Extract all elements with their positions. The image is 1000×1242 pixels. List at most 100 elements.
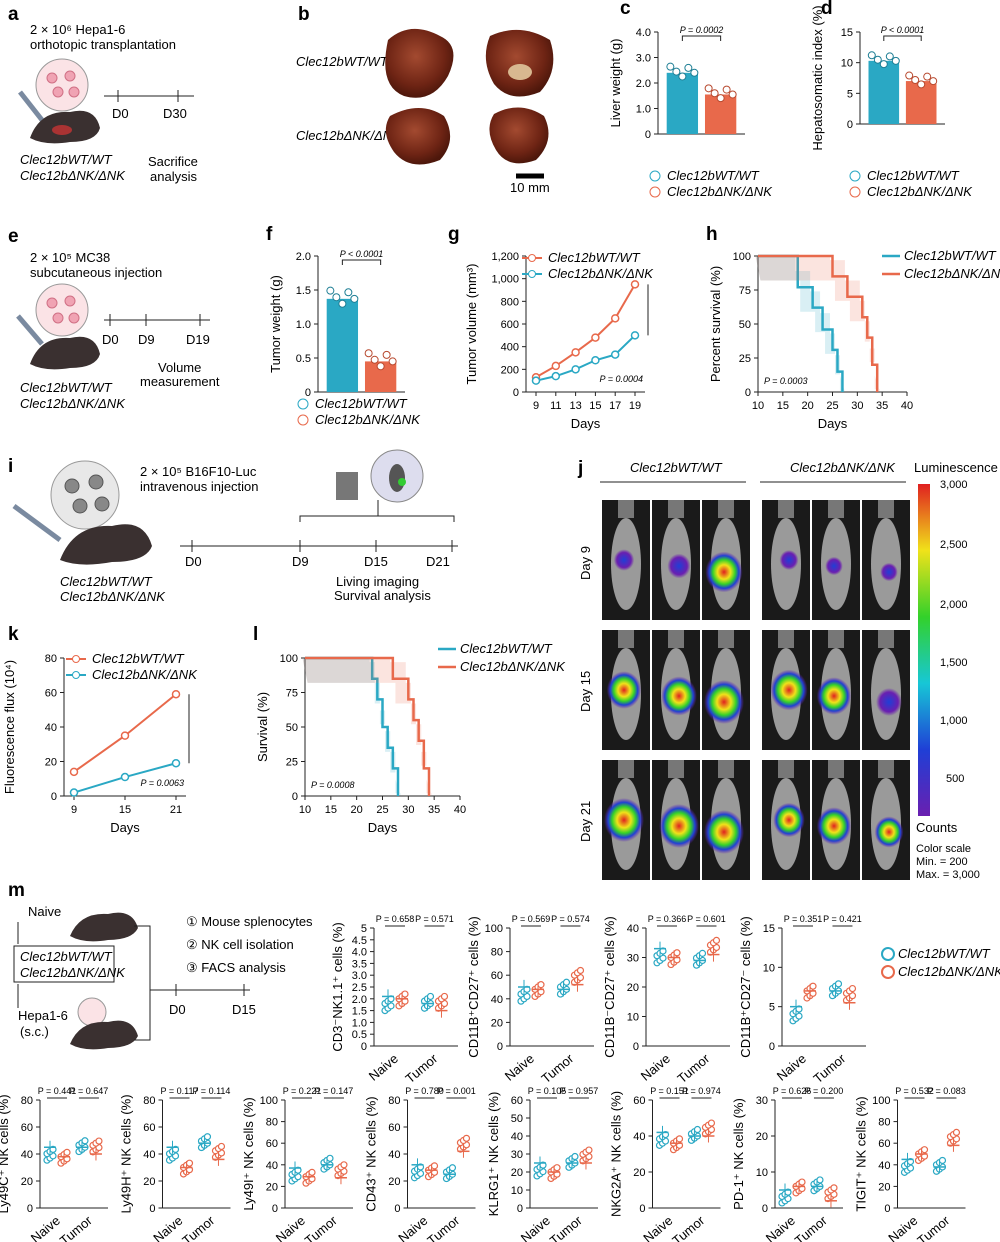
group-label: Naive [366,1051,401,1084]
y-tick-label: 0 [884,1203,890,1215]
luminescence-spot [770,669,808,711]
m-legend-marker-wt [881,947,895,961]
panel-label-h: h [706,224,718,245]
x-tick-label: 35 [428,804,440,816]
data-point [952,1128,961,1137]
data-point [553,1164,561,1172]
luminescence-spot [604,798,644,842]
cell-dish-icon [50,460,120,530]
mouse-image [652,630,700,750]
mouse-image [602,630,650,750]
y-tick-label: 10 [763,962,775,974]
i-d15: D15 [364,554,388,569]
p-value: P = 0.151 [650,1086,689,1096]
p-value: P = 0.974 [682,1086,721,1096]
data-point [401,990,409,998]
luminescence-spot [704,810,744,854]
y-tick-label: 60 [21,1122,33,1134]
y-tick-label: 1.5 [296,285,311,297]
series-point [120,772,130,782]
m-group-wt: Clec12bWT/WT [20,949,113,964]
y-tick-label: 0 [847,119,853,131]
series-point [591,356,600,365]
y-tick-label: 20 [45,757,57,769]
y-tick-label: 3.0 [352,970,367,982]
y-tick-label: 0.5 [352,1029,367,1041]
data-point [716,94,725,103]
y-axis-label: TIGIT⁺ NK cells (%) [854,1096,869,1211]
x-tick-label: 9 [71,804,77,816]
data-point [675,1135,684,1143]
y-tick-label: 10 [627,1012,639,1024]
legend-label: Clec12bΔNK/ΔNK [548,266,654,281]
y-tick-label: 0 [769,1041,775,1053]
group-label: Tumor [424,1212,463,1242]
y-tick-label: 0 [762,1203,768,1215]
y-tick-label: 4.0 [352,947,367,959]
y-tick-label: 4.5 [352,935,367,947]
data-point [217,1142,226,1151]
x-axis-label: Days [368,820,398,835]
p-value: P < 0.0001 [881,25,924,35]
data-point [867,51,876,60]
group-label: Tumor [669,1212,708,1242]
chart-g: g 0 200 400 600 800 1,000 1,200 Tumor volume (mm… [448,224,654,431]
group-label: Tumor [914,1212,953,1242]
m-legend-marker-ko [881,965,895,979]
panel-label-j: j [577,458,583,479]
legend-marker [297,398,309,410]
luminescence-spot [659,804,699,848]
mouse-image [862,630,910,750]
luminescence-colorbar [918,484,930,816]
data-point [440,992,449,1001]
panel-label-b: b [298,4,310,25]
a-group-ko: Clec12bΔNK/ΔNK [20,168,126,183]
data-point [809,982,817,990]
m-tumor-model: Hepa1-6 [18,1008,68,1023]
mouse-image [652,500,700,620]
series-point [551,361,561,371]
p-value: P = 0.569 [512,914,551,924]
y-tick-label: 80 [45,653,57,665]
p-value: P = 0.083 [927,1086,966,1096]
p-value: P = 0.200 [805,1086,844,1096]
mouse-icon [70,912,138,942]
y-axis-label: Survival (%) [255,692,270,762]
mouse-icon [70,1020,138,1050]
group-label: Naive [638,1051,673,1084]
y-axis-label: PD-1⁺ NK cells (%) [731,1098,746,1210]
chart-d: d 0 5 10 15 Hepatosomatic index (%) P < 0.0001… [810,0,973,199]
luminescence-spot [779,550,799,570]
group-label: Tumor [810,1050,849,1086]
y-tick-label: 40 [511,1131,523,1143]
y-axis-label: CD11B⁺CD27⁺ cells (%) [466,916,481,1057]
legend-label: Clec12bWT/WT [460,641,553,656]
lum-title: Luminescence [914,460,998,475]
p-value: P = 0.0003 [764,376,807,386]
bar-wt [326,298,359,392]
group-label: Tumor [57,1212,96,1242]
y-axis-label: CD11B⁺CD27⁻ cells (%) [738,916,753,1057]
j-group-ko: Clec12bΔNK/ΔNK [790,460,896,475]
data-point [879,60,888,69]
y-tick-label: 4.0 [636,27,651,39]
b-group-wt: Clec12bWT/WT [296,54,389,69]
y-tick-label: 50 [286,722,298,734]
y-tick-label: 20 [143,1176,155,1188]
y-tick-label: 50 [739,319,751,331]
y-tick-label: 1,000 [491,274,519,286]
p-value: P = 0.117 [161,1086,199,1096]
y-tick-label: 200 [501,364,519,376]
e-d19: D19 [186,332,210,347]
series-point [610,314,620,323]
x-tick-label: 11 [550,400,561,412]
data-point [576,966,585,975]
panel-a: a 2 × 10⁶ Hepa1-6 orthotopic transplanta… [8,4,198,184]
y-tick-label: 20 [627,982,639,994]
chart-k: k 0 20 40 60 80 Fluorescence flux (10⁴) 9 15 21 Da… [2,624,198,835]
x-tick-label: 15 [325,804,337,816]
p-value: P = 0.571 [415,914,454,924]
